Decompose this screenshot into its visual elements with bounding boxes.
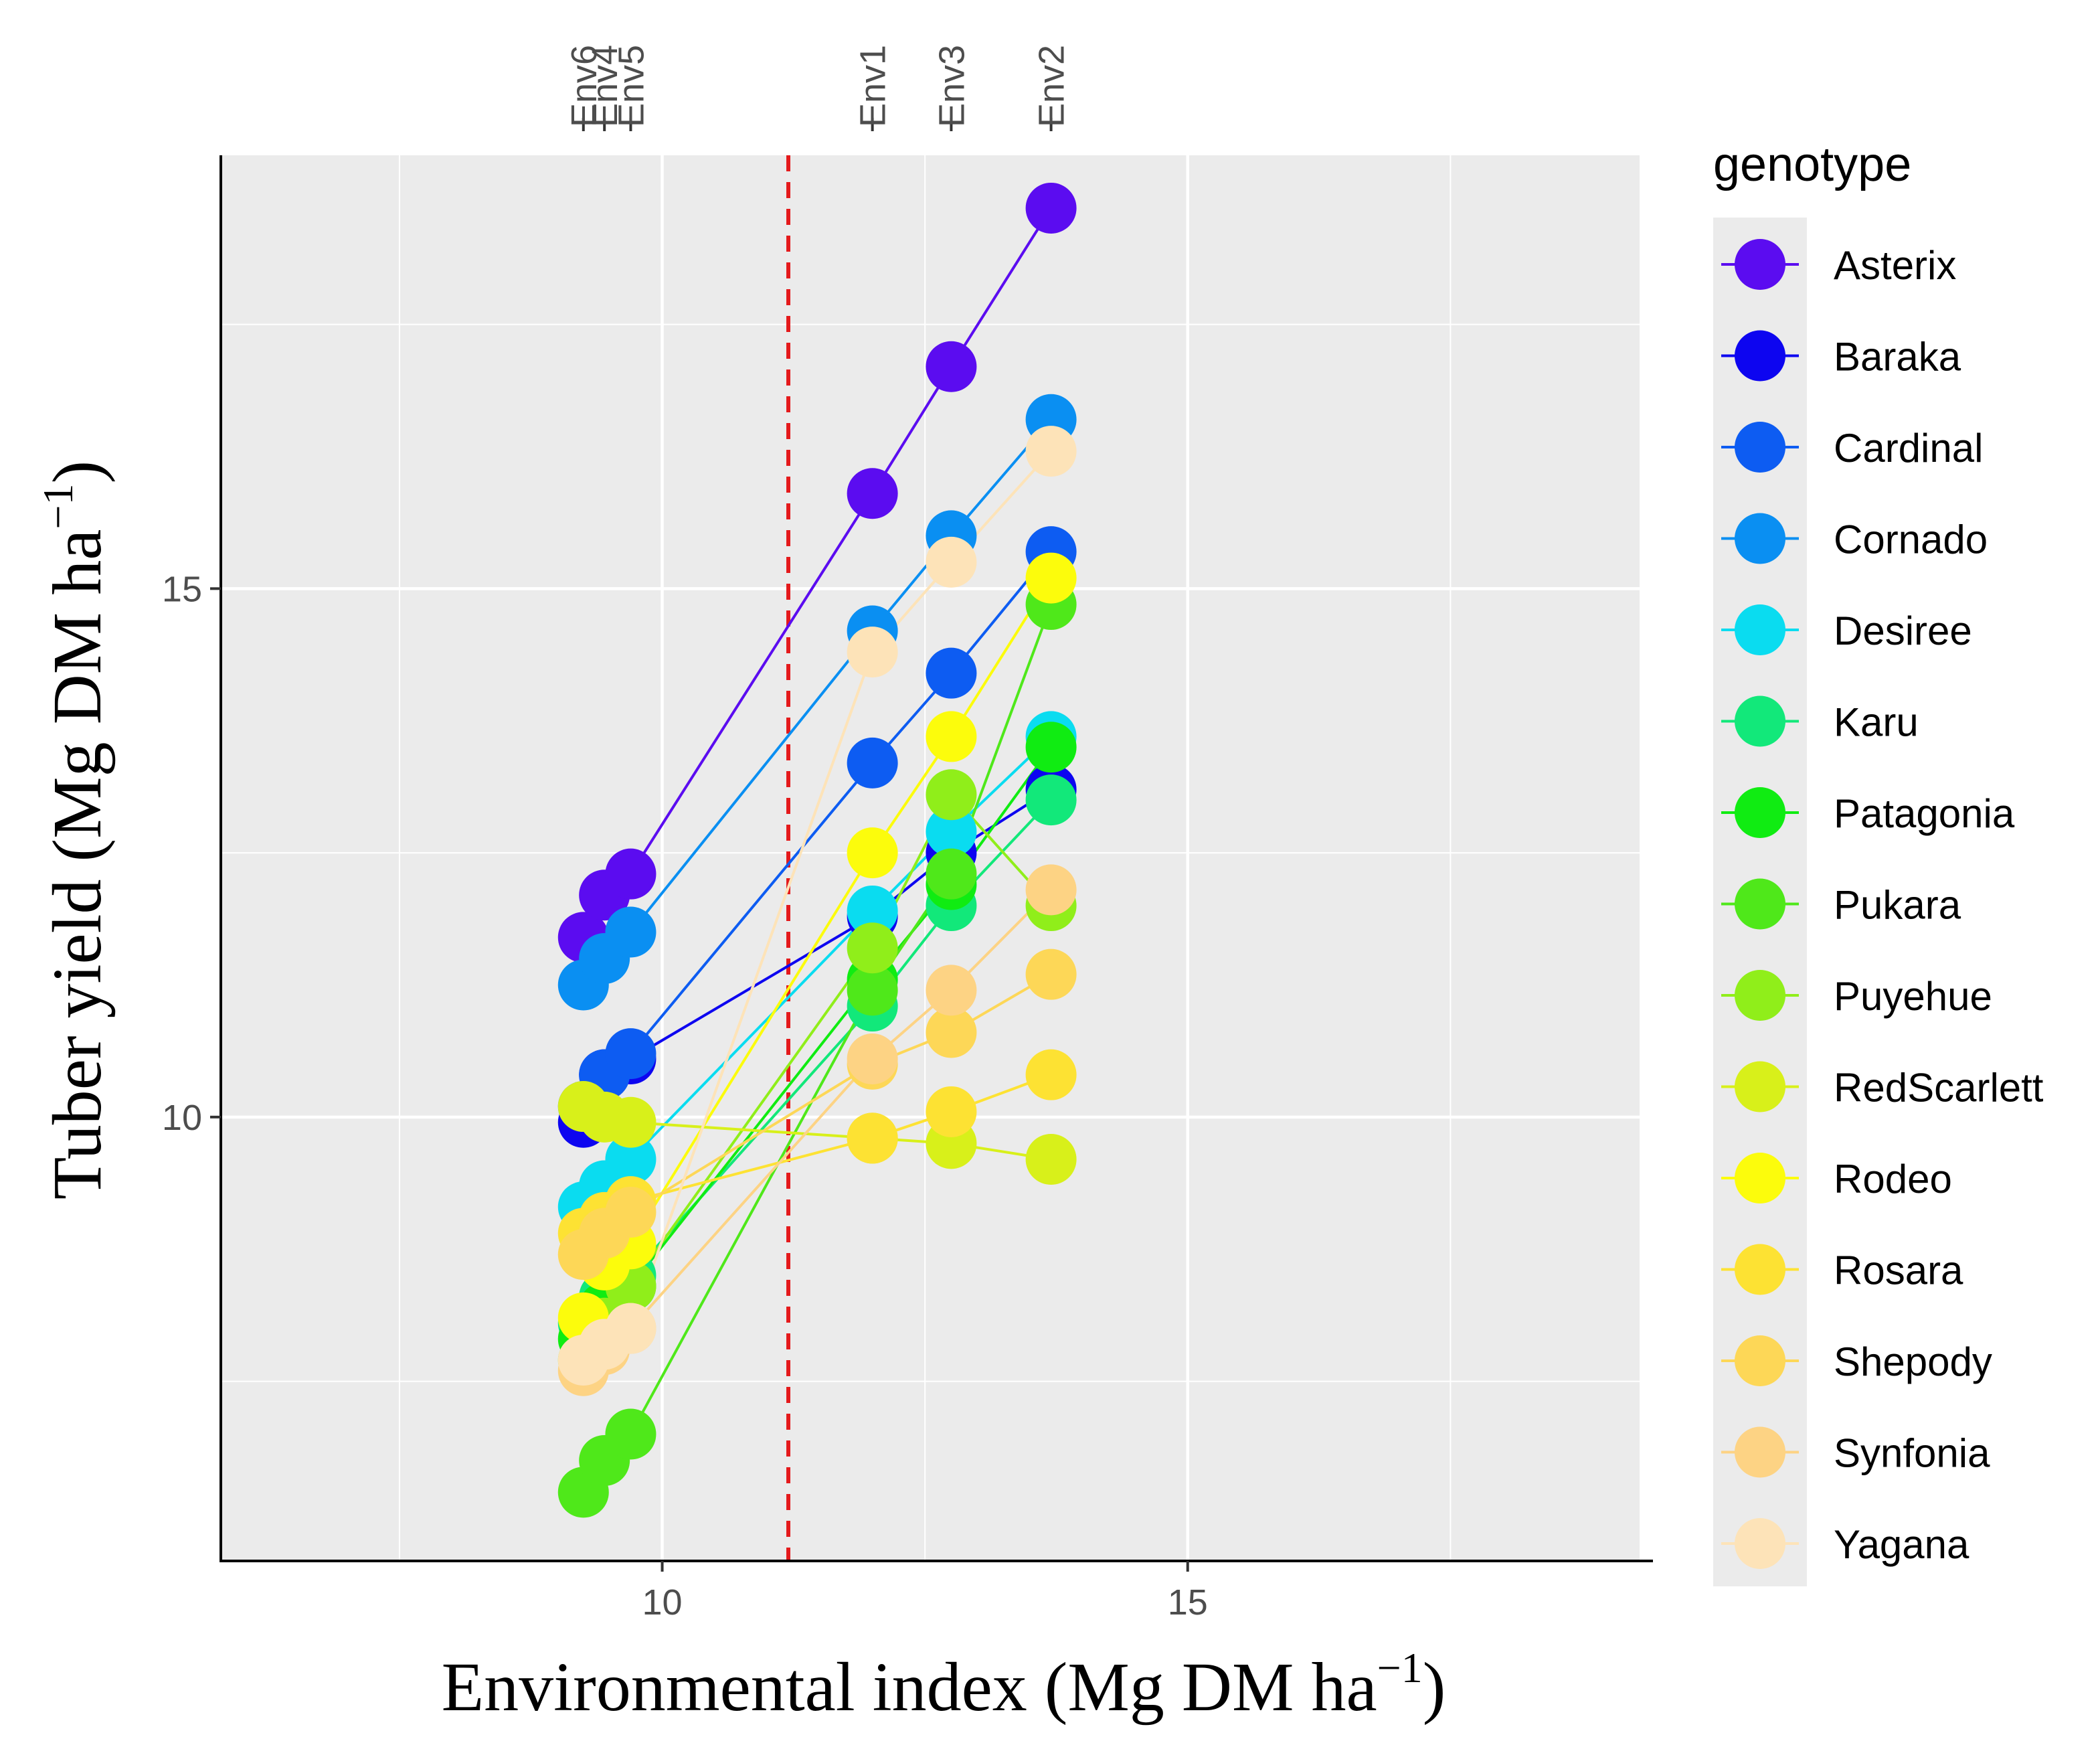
legend-label: Asterix: [1834, 243, 1956, 288]
data-point-cardinal: [926, 647, 977, 699]
data-point-pukara: [926, 848, 977, 900]
data-point-desiree: [847, 885, 898, 936]
legend-label: Patagonia: [1834, 791, 2015, 836]
legend-label: Desiree: [1834, 608, 1972, 653]
data-point-puyehue: [926, 769, 977, 821]
legend: Asterix Baraka Cardinal Cornado Desiree Karu P…: [1721, 239, 2044, 1569]
y-tick-label: 15: [162, 569, 202, 609]
series-layer: [557, 182, 1077, 1518]
data-point-rosara: [847, 1112, 898, 1164]
data-point-synfonia: [1025, 864, 1077, 916]
legend-label: Rodeo: [1834, 1157, 1952, 1201]
data-point-redscarlett: [605, 1096, 657, 1148]
x-tick-label: 15: [1168, 1582, 1208, 1623]
data-point-redscarlett: [1025, 1134, 1077, 1185]
data-point-yagana: [926, 536, 977, 588]
data-point-pukara: [847, 965, 898, 1016]
data-point-desiree: [926, 806, 977, 857]
legend-key-point: [1735, 1153, 1785, 1204]
legend-key-point: [1735, 695, 1785, 747]
environment-label: Env2: [1032, 45, 1072, 127]
legend-key-point: [1735, 970, 1785, 1021]
data-point-synfonia: [847, 1033, 898, 1084]
legend-key-point: [1735, 1061, 1785, 1112]
axis-ticks: 10 15 10 15: [162, 569, 1208, 1623]
data-point-rosara: [1025, 1049, 1077, 1100]
legend-key-point: [1735, 1518, 1785, 1569]
legend-key-point: [1735, 330, 1785, 382]
x-tick-label: 10: [642, 1582, 683, 1623]
legend-key-point: [1735, 239, 1785, 290]
data-point-patagonia: [1025, 722, 1077, 773]
legend-label: Yagana: [1834, 1522, 1970, 1567]
legend-label: RedScarlett: [1834, 1066, 2044, 1110]
legend-label: Cardinal: [1834, 426, 1983, 471]
legend-label: Karu: [1834, 700, 1919, 745]
data-point-karu: [1025, 774, 1077, 826]
data-point-yagana: [847, 627, 898, 678]
legend-title: genotype: [1713, 138, 1911, 191]
environment-label: Env4: [585, 45, 625, 127]
y-axis-title: Tuber yield (Mg DM ha−1): [34, 461, 116, 1199]
data-point-rodeo: [847, 827, 898, 879]
series-points: [557, 182, 1077, 1518]
legend-key-point: [1735, 787, 1785, 838]
y-tick-label: 10: [162, 1098, 202, 1138]
data-point-synfonia: [926, 965, 977, 1016]
data-point-asterix: [605, 848, 657, 900]
data-point-cornado: [605, 906, 657, 958]
data-point-shepody: [1025, 948, 1077, 1000]
data-point-cardinal: [605, 1028, 657, 1080]
legend-label: Synfonia: [1834, 1431, 1990, 1476]
legend-key-point: [1735, 878, 1785, 930]
legend-key-point: [1735, 1426, 1785, 1478]
legend-label: Baraka: [1834, 335, 1961, 380]
environment-label: Env6: [564, 45, 604, 127]
legend-key-point: [1735, 604, 1785, 655]
data-point-cardinal: [847, 737, 898, 789]
x-axis-title: Environmental index (Mg DM ha−1): [442, 1644, 1446, 1726]
environment-label: Env5: [611, 45, 651, 127]
environment-label: Env1: [853, 45, 893, 127]
data-point-asterix: [926, 341, 977, 392]
data-point-rodeo: [1025, 552, 1077, 604]
data-point-asterix: [847, 468, 898, 519]
data-point-yagana: [605, 1303, 657, 1354]
legend-key-point: [1735, 1335, 1785, 1386]
data-point-desiree: [605, 1134, 657, 1185]
data-point-shepody: [926, 1007, 977, 1058]
data-point-puyehue: [847, 922, 898, 974]
legend-key-point: [1735, 422, 1785, 473]
data-point-shepody: [605, 1186, 657, 1238]
legend-label: Puyehue: [1834, 974, 1992, 1019]
legend-label: Cornado: [1834, 517, 1988, 562]
data-point-rosara: [926, 1086, 977, 1137]
data-point-rodeo: [926, 711, 977, 762]
legend-label: Pukara: [1834, 883, 1961, 928]
data-point-asterix: [1025, 182, 1077, 234]
data-point-yagana: [1025, 426, 1077, 477]
environment-label: Env3: [932, 45, 972, 127]
legend-key-point: [1735, 513, 1785, 564]
legend-key-point: [1735, 1244, 1785, 1295]
data-point-pukara: [605, 1408, 657, 1460]
legend-label: Rosara: [1834, 1248, 1963, 1293]
legend-label: Shepody: [1834, 1339, 1992, 1384]
